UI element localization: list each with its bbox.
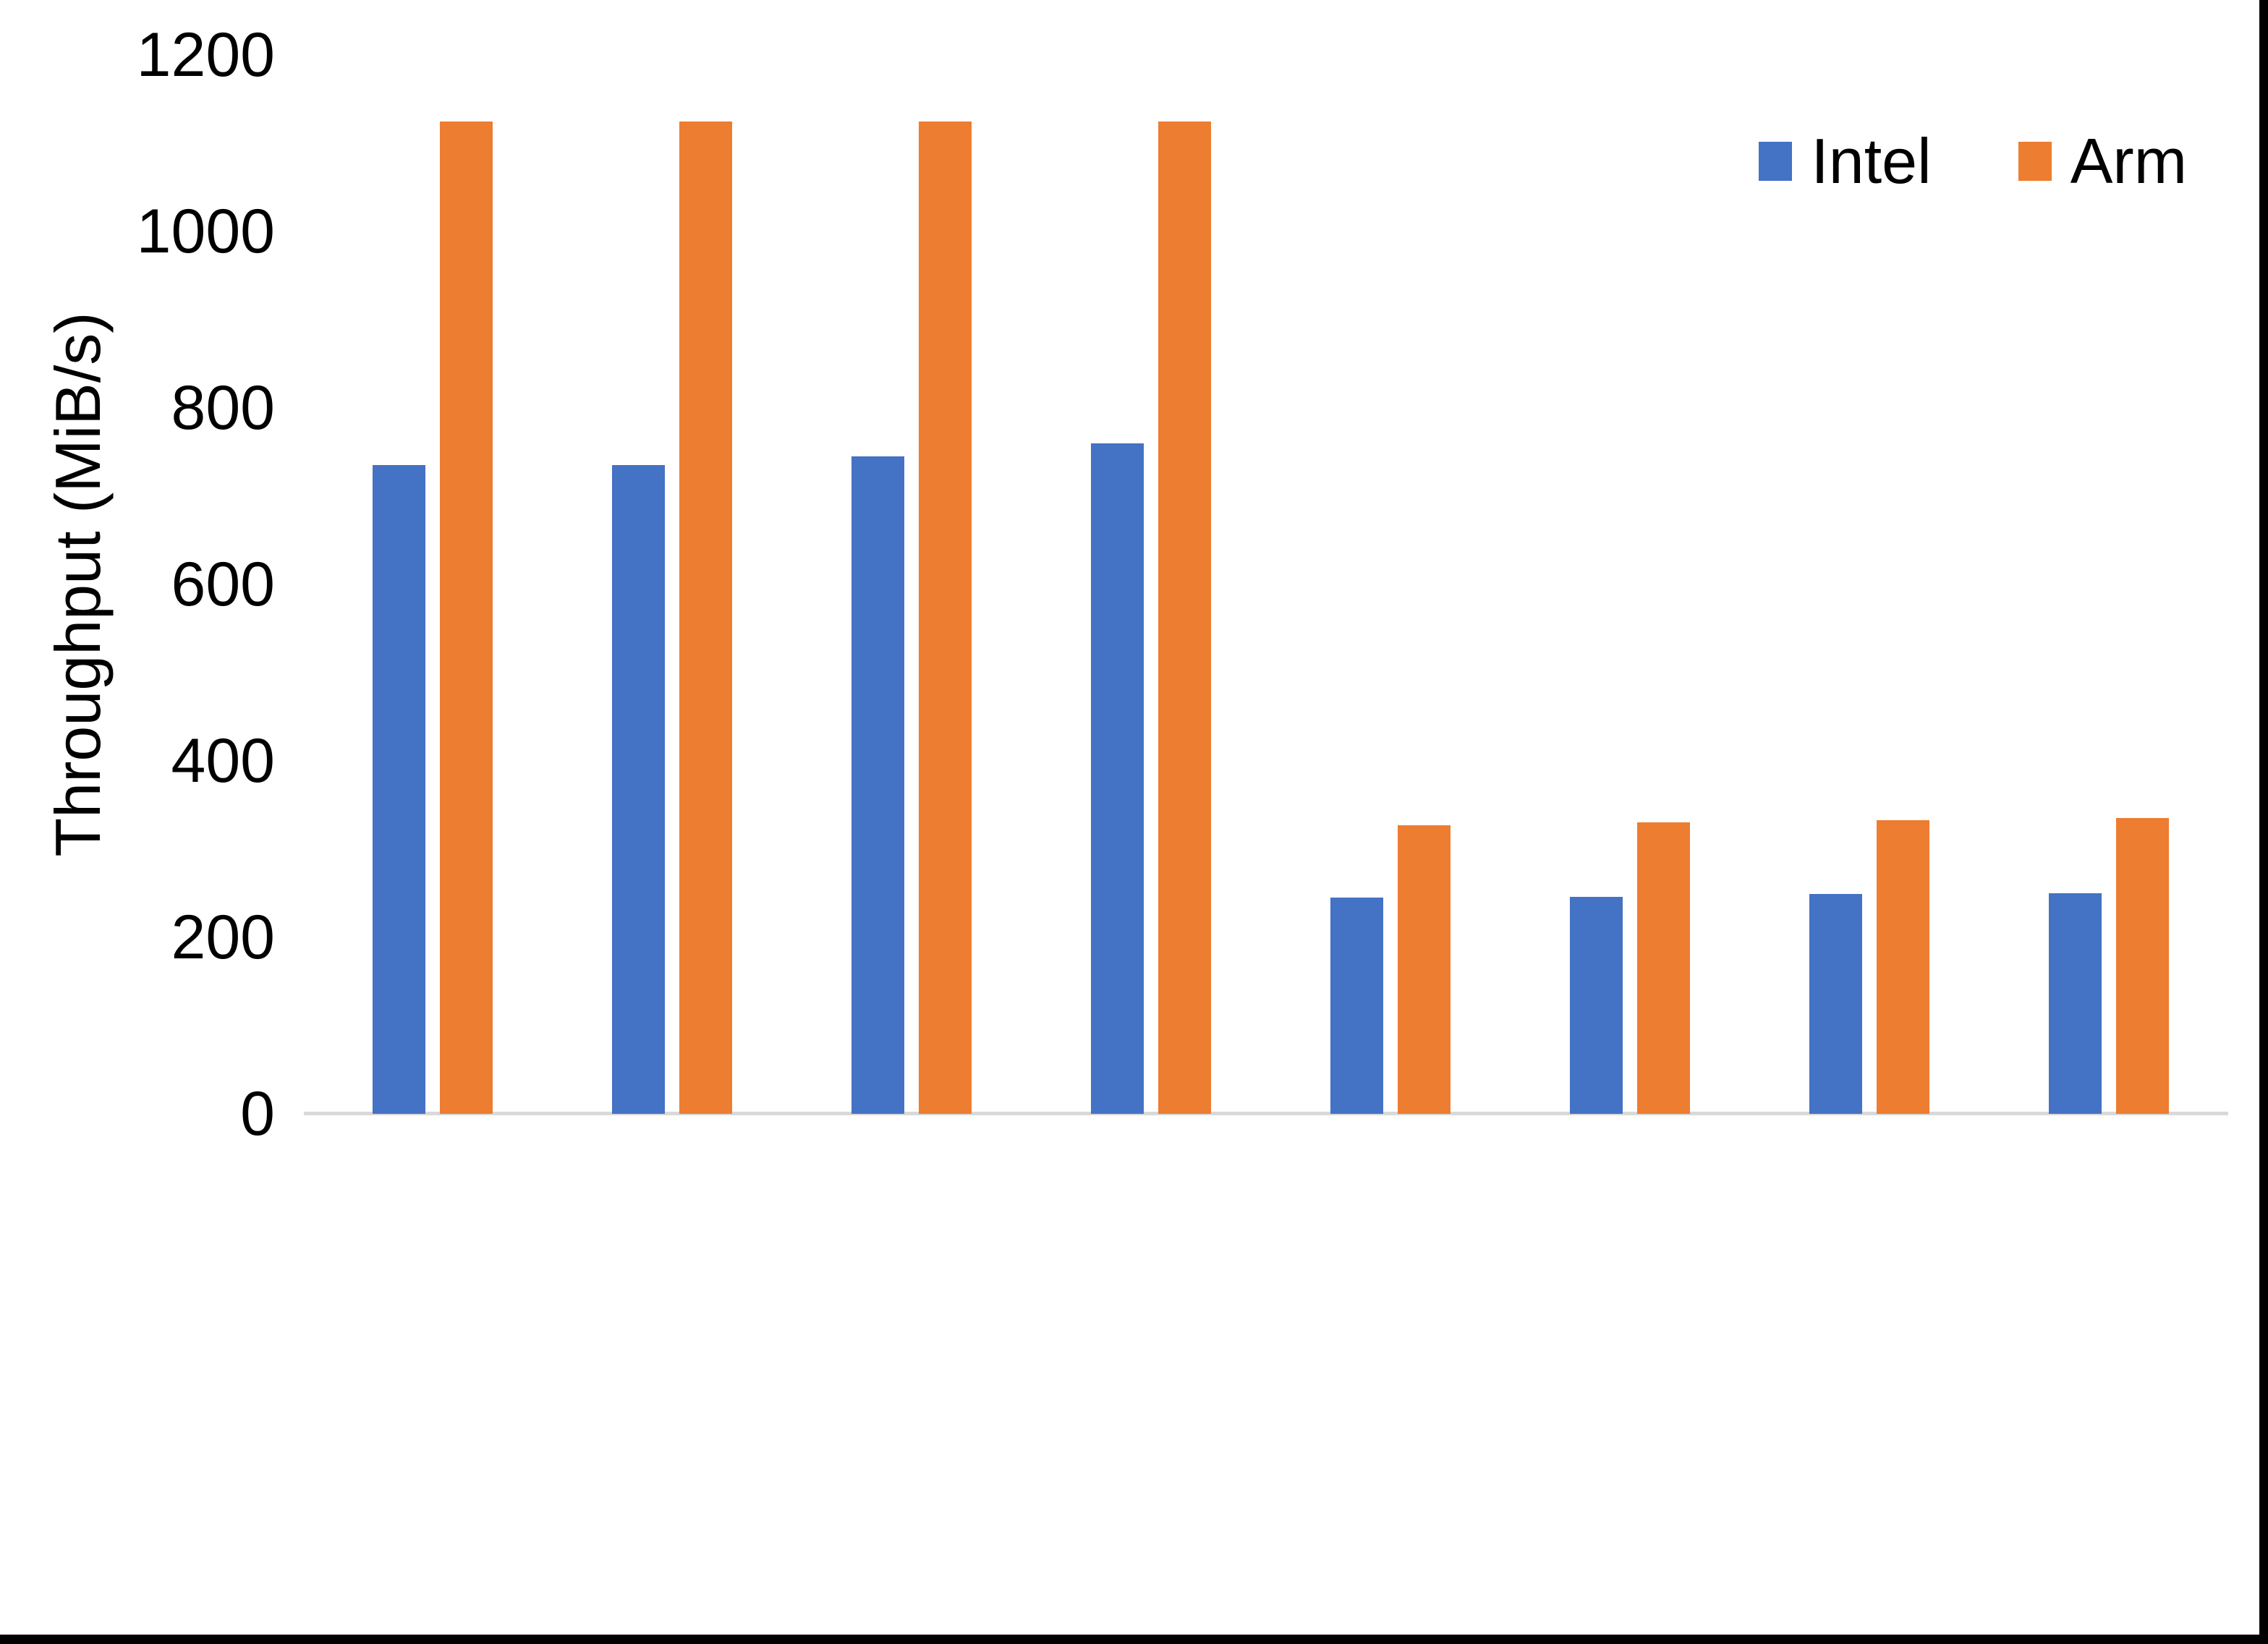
y-tick-label: 400 xyxy=(171,726,276,796)
bar-arm xyxy=(1636,822,1690,1114)
bar-intel xyxy=(2048,893,2102,1114)
x-axis-line xyxy=(304,1112,2228,1115)
y-tick-label: 200 xyxy=(171,903,276,972)
bar-intel xyxy=(612,465,666,1114)
bar-group xyxy=(1749,55,1989,1114)
plot-area xyxy=(313,55,2228,1114)
y-tick-label: 800 xyxy=(171,373,276,443)
bar-group xyxy=(313,55,553,1114)
bar-arm xyxy=(919,121,972,1114)
bar-arm xyxy=(2115,818,2169,1114)
bar-arm xyxy=(679,121,733,1114)
y-tick-label: 600 xyxy=(171,550,276,619)
y-tick-label: 1200 xyxy=(136,20,275,90)
bar-group xyxy=(792,55,1032,1114)
bar-intel xyxy=(1330,898,1383,1114)
legend-item-intel: Intel xyxy=(1759,124,1932,198)
bar-arm xyxy=(440,121,493,1114)
legend-label: Arm xyxy=(2070,125,2187,197)
bar-intel xyxy=(1569,896,1623,1114)
bar-arm xyxy=(1876,819,1929,1114)
y-tick-label: 0 xyxy=(240,1079,275,1149)
page-border-right xyxy=(2259,0,2268,1644)
bar-group xyxy=(1271,55,1511,1114)
legend: Intel Arm xyxy=(1759,124,2187,198)
legend-item-arm: Arm xyxy=(2018,124,2187,198)
legend-marker-intel xyxy=(1759,142,1793,181)
bar-group xyxy=(553,55,792,1114)
legend-marker-arm xyxy=(2018,142,2052,181)
bar-intel xyxy=(851,456,905,1114)
bar-group xyxy=(1989,55,2228,1114)
legend-label: Intel xyxy=(1811,125,1932,197)
page-border-bottom xyxy=(0,1635,2268,1644)
bar-arm xyxy=(1397,825,1451,1114)
bar-intel xyxy=(373,465,426,1114)
bar-intel xyxy=(1809,894,1862,1114)
bar-intel xyxy=(1091,443,1144,1114)
y-tick-label: 1000 xyxy=(136,197,275,266)
bar-group xyxy=(1032,55,1271,1114)
bar-arm xyxy=(1158,121,1212,1114)
bar-group xyxy=(1510,55,1749,1114)
